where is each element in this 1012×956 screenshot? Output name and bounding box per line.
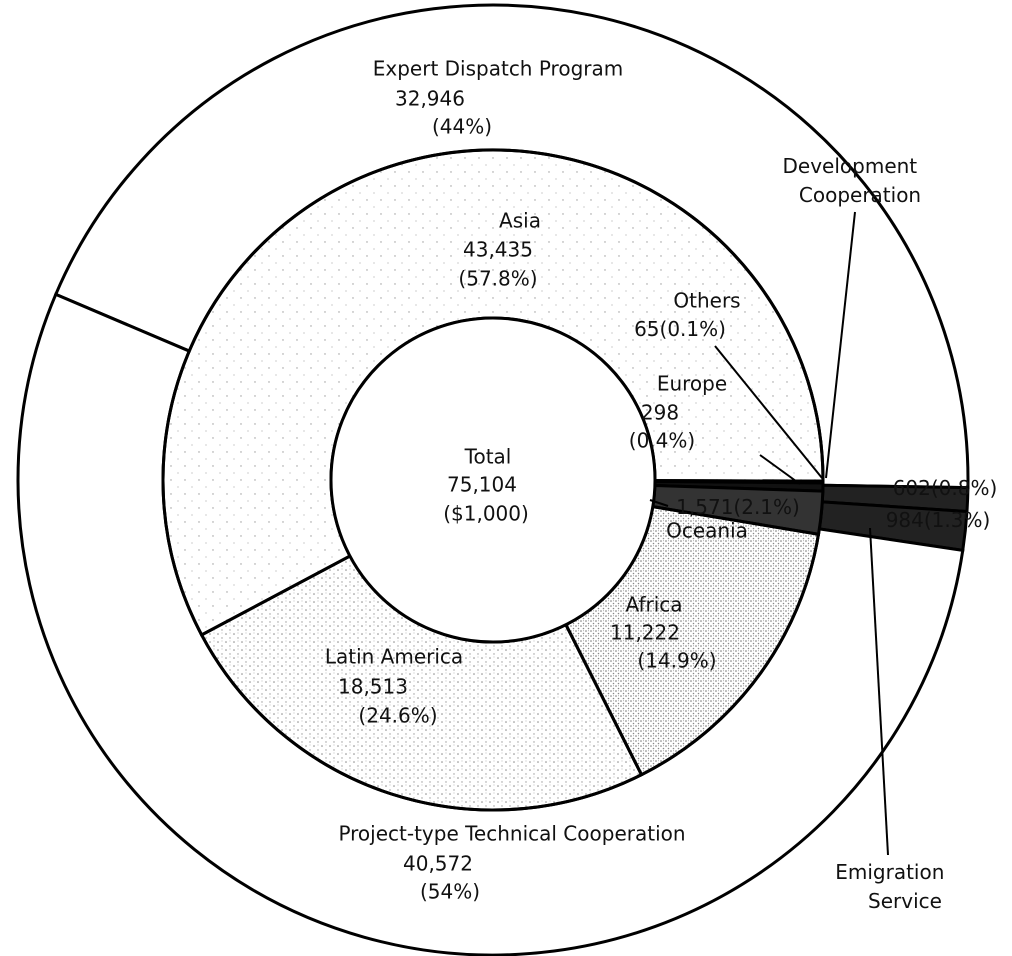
segment-percent: (14.9%) xyxy=(637,649,716,673)
segment-name: Project-type Technical Cooperation xyxy=(338,822,685,846)
label-part: 602 xyxy=(893,476,931,500)
labels: Total 75,104 ($1,000) Expert Dispatch Pr… xyxy=(325,57,997,913)
leader-line xyxy=(869,527,889,856)
label-part: 984 xyxy=(886,508,924,532)
segment-name: Development Cooperation xyxy=(783,154,924,207)
segment-value: 298 xyxy=(641,401,679,425)
label-part: (2.1%) xyxy=(733,495,799,519)
label-part: (0.8%) xyxy=(931,476,997,500)
center-label: Total xyxy=(464,445,512,469)
segment-name: Europe xyxy=(657,372,727,396)
segment-value: 602(0.8%) xyxy=(893,476,998,500)
center-circle xyxy=(329,316,657,644)
segment-percent: (0.4%) xyxy=(629,429,695,453)
rings xyxy=(16,3,970,956)
center-unit: ($1,000) xyxy=(443,502,529,526)
segment-name: Latin America xyxy=(325,645,463,669)
label-part: 1,571 xyxy=(676,495,733,519)
segment-percent: (24.6%) xyxy=(358,704,437,728)
segment-value: 11,222 xyxy=(610,621,680,645)
center-value: 75,104 xyxy=(447,473,517,497)
segment-value: 43,435 xyxy=(463,238,533,262)
segment-value: 1,571(2.1%) xyxy=(676,495,800,519)
segment-name: Africa xyxy=(625,593,682,617)
leader-line xyxy=(825,211,856,479)
label-part: (0.1%) xyxy=(660,317,726,341)
segment-value: 65(0.1%) xyxy=(634,317,726,341)
label-part: 65 xyxy=(634,317,659,341)
segment-value: 18,513 xyxy=(338,675,408,699)
leader-line xyxy=(714,345,823,479)
leader-line xyxy=(759,454,801,485)
segment-value: 40,572 xyxy=(403,852,473,876)
segment-name: Emigration Service xyxy=(835,860,951,913)
segment-value: 984(1.3%) xyxy=(886,508,991,532)
segment-name: Others xyxy=(673,289,740,313)
segment-value: 32,946 xyxy=(395,87,465,111)
segment-percent: (44%) xyxy=(432,115,492,139)
segment-percent: (54%) xyxy=(420,880,480,904)
leader-line xyxy=(649,499,669,507)
segment-percent: (57.8%) xyxy=(458,267,537,291)
segment-name: Oceania xyxy=(666,519,748,543)
segment-name: Expert Dispatch Program xyxy=(373,57,623,81)
label-part: (1.3%) xyxy=(924,508,990,532)
segment-name: Asia xyxy=(499,209,541,233)
